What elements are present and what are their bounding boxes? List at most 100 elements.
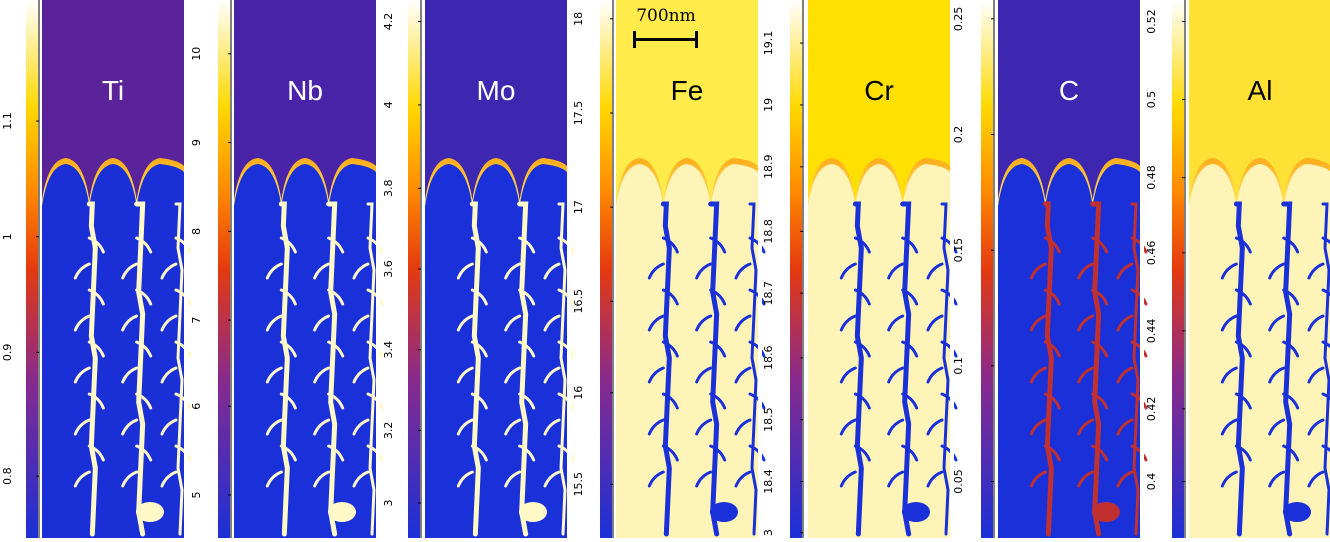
side-branch	[1321, 340, 1330, 349]
side-branch	[470, 392, 488, 410]
colorbar-tick-label: 4.2	[382, 13, 395, 31]
side-branch	[709, 444, 727, 462]
side-branch	[839, 314, 857, 332]
side-branch	[518, 340, 536, 358]
element-label: Fe	[671, 75, 704, 106]
scale-bar-cap-right	[695, 31, 698, 48]
side-branch	[265, 366, 283, 384]
side-branch	[135, 236, 153, 254]
colorbar-tick-label: 18.7	[762, 281, 775, 306]
side-branch	[1116, 418, 1134, 436]
side-branch	[1321, 236, 1330, 245]
colorbar-tick-label: 16	[572, 386, 585, 400]
side-branch	[456, 262, 474, 280]
colorbar	[26, 0, 38, 538]
side-branch	[1307, 366, 1325, 384]
side-branch	[135, 288, 153, 306]
colorbar-tick-label: 18.9	[762, 155, 775, 180]
side-branch	[926, 418, 944, 436]
side-branch	[661, 236, 679, 254]
side-branch	[121, 366, 139, 384]
side-branch	[135, 392, 153, 410]
side-branch	[661, 340, 679, 358]
side-branch	[1043, 444, 1061, 462]
colorbar-tick-label: 0.4	[1145, 473, 1158, 491]
side-branch	[518, 236, 536, 254]
side-branch	[73, 314, 91, 332]
colorbar-tick-label: 5	[190, 491, 203, 498]
pool	[1092, 502, 1120, 522]
colorbar-tick-label: 18	[572, 12, 585, 26]
side-branch	[470, 340, 488, 358]
side-branch	[265, 418, 283, 436]
pool	[519, 502, 547, 522]
side-branch	[734, 314, 752, 332]
side-branch	[1116, 470, 1134, 488]
side-branch	[839, 366, 857, 384]
side-branch	[1029, 418, 1047, 436]
colorbar-tick-label: 1	[1, 233, 14, 240]
solid-region	[425, 0, 567, 200]
element-label: Al	[1248, 75, 1273, 106]
panel-ti: 0.8 0.9 1 1.1 Ti	[1, 0, 192, 538]
colorbar-tick-label: 3.4	[382, 341, 395, 359]
side-branch	[160, 470, 178, 488]
side-branch	[1234, 444, 1252, 462]
side-branch	[695, 366, 713, 384]
colorbar-tick-label: 0.48	[1145, 165, 1158, 190]
side-branch	[543, 262, 561, 280]
solid-region	[234, 0, 376, 200]
side-branch	[160, 314, 178, 332]
side-branch	[504, 314, 522, 332]
gutter	[184, 0, 188, 538]
side-branch	[695, 470, 713, 488]
side-branch	[1220, 314, 1238, 332]
colorbar-tick-label: 4	[382, 101, 395, 108]
side-branch	[901, 392, 919, 410]
side-branch	[160, 262, 178, 280]
side-branch	[265, 470, 283, 488]
side-branch	[1029, 470, 1047, 488]
side-branch	[1234, 236, 1252, 254]
side-branch	[734, 262, 752, 280]
side-branch	[1268, 470, 1286, 488]
scale-bar-line	[634, 38, 696, 41]
side-branch	[1220, 262, 1238, 280]
element-label: Ti	[102, 75, 124, 106]
side-branch	[456, 314, 474, 332]
side-branch	[279, 444, 297, 462]
side-branch	[647, 262, 665, 280]
gutter	[950, 0, 954, 538]
side-branch	[709, 392, 727, 410]
side-branch	[470, 444, 488, 462]
panel-c: 0.05 0.1 0.15 0.2 0.25 C	[952, 0, 1148, 538]
side-branch	[1077, 418, 1095, 436]
side-branch	[734, 366, 752, 384]
side-branch	[709, 236, 727, 254]
side-branch	[1234, 288, 1252, 306]
side-branch	[926, 262, 944, 280]
side-branch	[1091, 236, 1109, 254]
side-branch	[887, 470, 905, 488]
side-branch	[1091, 340, 1109, 358]
side-branch	[901, 236, 919, 254]
side-branch	[327, 392, 345, 410]
side-branch	[647, 418, 665, 436]
colorbar-tick-label: 6	[190, 403, 203, 410]
colorbar-tick-label: 3	[382, 500, 395, 507]
scale-bar-cap-left	[633, 31, 636, 48]
colorbar-tick-label: 18.6	[762, 346, 775, 371]
element-label: Nb	[287, 75, 323, 106]
side-branch	[853, 340, 871, 358]
side-branch	[456, 366, 474, 384]
side-branch	[121, 470, 139, 488]
pool	[136, 502, 164, 522]
side-branch	[327, 444, 345, 462]
side-branch	[1307, 262, 1325, 280]
side-branch	[1043, 236, 1061, 254]
side-branch	[73, 470, 91, 488]
panel-al: 0.4 0.42 0.44 0.46 0.48 0.5 0.52 Al	[1145, 0, 1330, 538]
side-branch	[661, 288, 679, 306]
side-branch	[1043, 340, 1061, 358]
